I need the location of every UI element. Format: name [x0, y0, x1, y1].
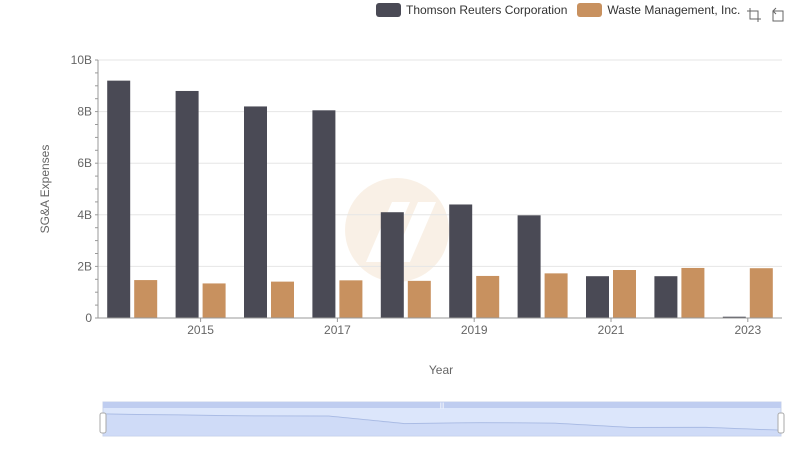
toolbox [746, 7, 786, 23]
bar-waste-management-2018[interactable] [407, 280, 431, 318]
x-tick-label: 2021 [598, 323, 625, 337]
bar-waste-management-2020[interactable] [544, 273, 568, 318]
legend-item-waste-management[interactable]: Waste Management, Inc. [577, 3, 740, 17]
x-tick-label: 2017 [324, 323, 351, 337]
slider-handle-left[interactable] [99, 412, 107, 434]
bar-thomson-reuters-2014[interactable] [107, 80, 131, 318]
y-tick-label: 8B [77, 105, 92, 119]
bar-thomson-reuters-2022[interactable] [654, 276, 678, 318]
slider-preview-area [103, 414, 781, 436]
x-tick-label: 2019 [461, 323, 488, 337]
bar-thomson-reuters-2015[interactable] [175, 90, 199, 319]
y-tick-label: 6B [77, 156, 92, 170]
x-tick-label: 2023 [734, 323, 761, 337]
bar-thomson-reuters-2019[interactable] [449, 204, 473, 318]
legend-label-waste-management: Waste Management, Inc. [607, 3, 741, 17]
restore-icon[interactable] [770, 7, 786, 23]
bar-thomson-reuters-2020[interactable] [517, 215, 541, 318]
slider-top-bar[interactable] [103, 402, 781, 408]
y-tick-label: 4B [77, 208, 92, 222]
bar-thomson-reuters-2023[interactable] [722, 316, 746, 318]
legend-swatch-thomson-reuters [376, 3, 401, 17]
bar-thomson-reuters-2021[interactable] [586, 276, 609, 318]
y-tick-label: 0 [85, 311, 92, 325]
y-tick-label: 10B [71, 53, 92, 67]
bar-waste-management-2015[interactable] [202, 283, 226, 318]
bar-waste-management-2016[interactable] [271, 281, 294, 318]
zoom-icon[interactable] [746, 7, 762, 23]
bar-waste-management-2021[interactable] [613, 270, 636, 318]
slider-handle-right[interactable] [777, 412, 785, 434]
slider-drag-handle[interactable]: ||| [440, 403, 445, 409]
legend-label-thomson-reuters: Thomson Reuters Corporation [406, 3, 568, 17]
y-tick-label: 2B [77, 259, 92, 273]
bar-waste-management-2022[interactable] [681, 267, 705, 318]
bar-thomson-reuters-2017[interactable] [312, 110, 336, 318]
bar-waste-management-2019[interactable] [476, 275, 500, 318]
bar-thomson-reuters-2016[interactable] [244, 106, 267, 318]
legend: Thomson Reuters Corporation Waste Manage… [376, 3, 750, 17]
bar-waste-management-2023[interactable] [749, 268, 773, 318]
bar-waste-management-2014[interactable] [134, 280, 158, 318]
bar-waste-management-2017[interactable] [339, 280, 363, 318]
legend-swatch-waste-management [577, 3, 603, 17]
x-tick-label: 2015 [187, 323, 214, 337]
bar-thomson-reuters-2018[interactable] [380, 212, 404, 318]
legend-item-thomson-reuters[interactable]: Thomson Reuters Corporation [376, 3, 567, 17]
y-axis-title: SG&A Expenses [38, 145, 52, 234]
x-axis-title: Year [429, 363, 453, 377]
